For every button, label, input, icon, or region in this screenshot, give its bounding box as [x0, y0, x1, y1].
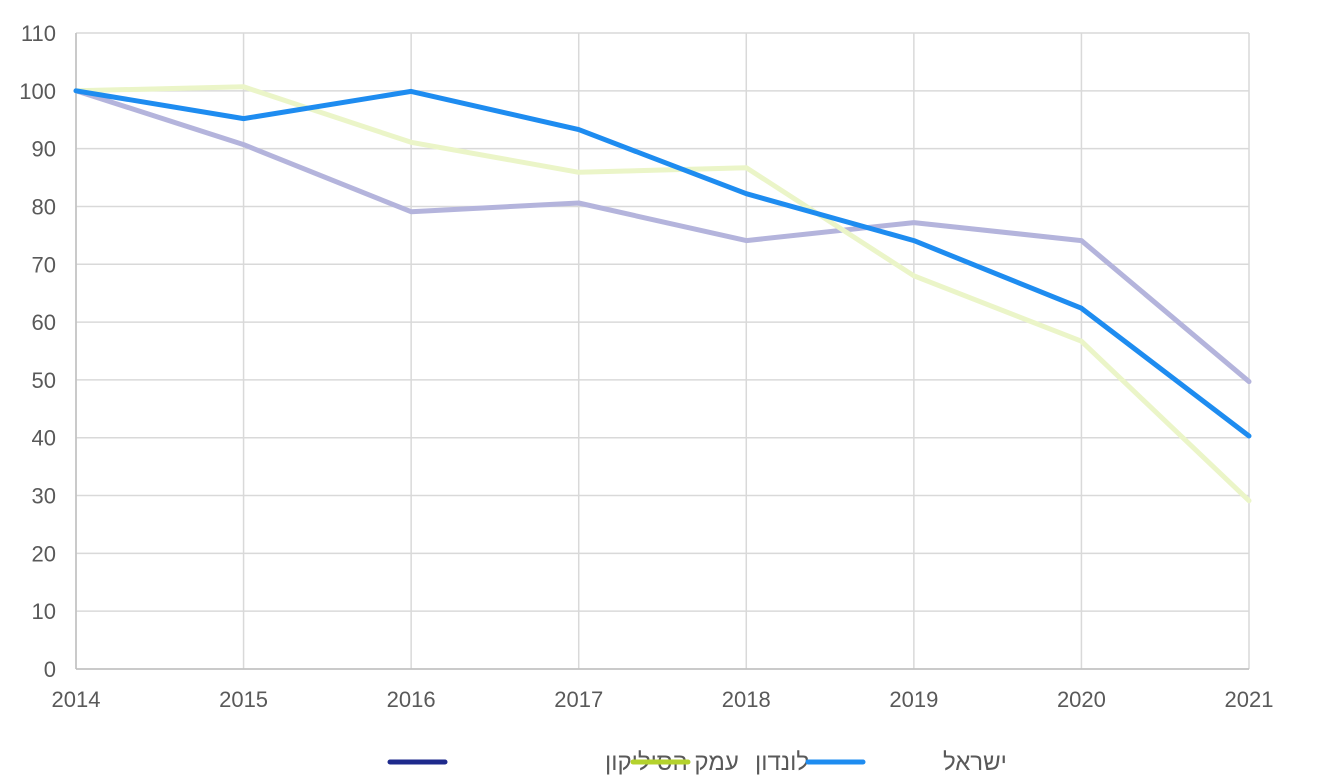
y-tick-label: 50	[32, 368, 56, 393]
legend: עמק הסיליקון לונדון ישראל	[387, 749, 1007, 776]
series-line-1	[73, 84, 1252, 504]
y-tick-label: 0	[44, 657, 56, 682]
series-lines	[73, 84, 1252, 504]
x-tick-label: 2017	[554, 687, 603, 712]
x-tick-label: 2020	[1057, 687, 1106, 712]
legend-label-2: ישראל	[943, 749, 1007, 776]
x-tick-label: 2015	[219, 687, 268, 712]
y-tick-label: 100	[19, 79, 56, 104]
y-tick-label: 60	[32, 310, 56, 335]
x-tick-label: 2014	[52, 687, 101, 712]
y-tick-label: 90	[32, 137, 56, 162]
series-line-0	[73, 88, 1252, 385]
y-tick-label: 70	[32, 252, 56, 277]
y-tick-label: 30	[32, 484, 56, 509]
x-tick-label: 2019	[889, 687, 938, 712]
series-line-2	[73, 88, 1252, 439]
y-tick-label: 110	[21, 21, 56, 46]
y-tick-label: 20	[32, 541, 56, 566]
x-tick-label: 2016	[387, 687, 436, 712]
x-tick-label: 2018	[722, 687, 771, 712]
gridlines	[75, 32, 1250, 670]
legend-label-1: לונדון	[755, 749, 809, 776]
y-tick-label: 40	[32, 426, 56, 451]
x-axis-ticks: 2014 2015 2016 2017 2018 2019 2020 2021	[52, 687, 1274, 712]
y-tick-label: 80	[32, 194, 56, 219]
y-axis-ticks: 0 10 20 30 40 50 60 70 80 90 100 110	[19, 21, 56, 682]
y-tick-label: 10	[32, 599, 56, 624]
x-tick-label: 2021	[1225, 687, 1274, 712]
